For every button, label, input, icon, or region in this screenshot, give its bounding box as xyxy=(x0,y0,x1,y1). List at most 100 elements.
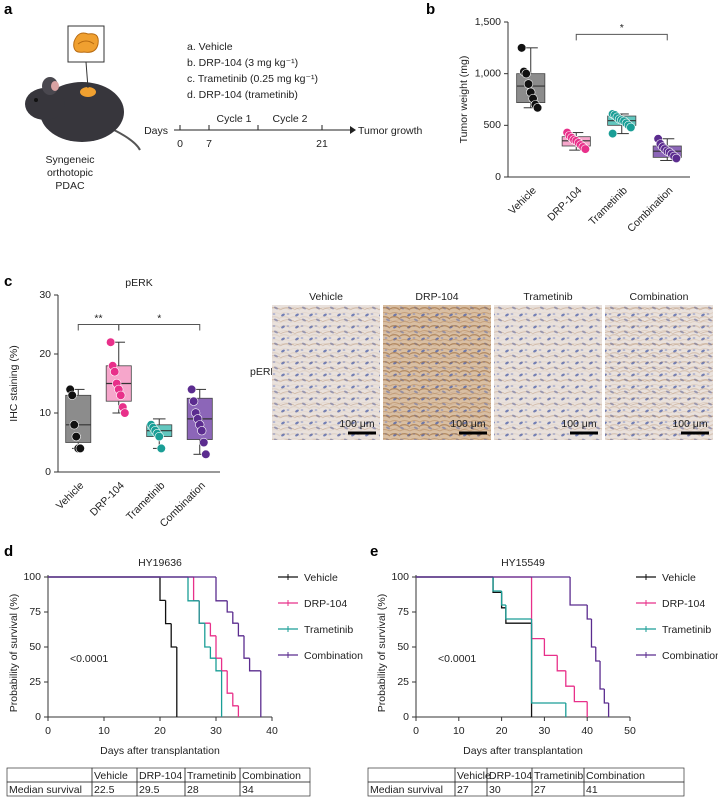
table-cell xyxy=(6,767,93,783)
significance-label: * xyxy=(620,22,624,34)
ihc-image-stain xyxy=(383,305,491,440)
legend-label: Trametinib xyxy=(662,624,711,636)
table-header: Combination xyxy=(586,770,645,782)
table-cell-text: Median survival xyxy=(9,784,82,796)
legend-label: Trametinib xyxy=(304,624,353,636)
treatment-label: b. DRP-104 (3 mg kg⁻¹) xyxy=(187,57,298,69)
model-label: orthotopic xyxy=(47,167,93,179)
data-point xyxy=(201,449,211,459)
timeline-endpoint: Tumor growth xyxy=(358,125,423,137)
data-point xyxy=(116,390,126,400)
ihc-column-label: Trametinib xyxy=(523,291,572,303)
treatment-label: c. Trametinib (0.25 mg kg⁻¹) xyxy=(187,73,318,85)
y-tick-label: 25 xyxy=(29,676,41,688)
survival-step xyxy=(226,600,233,613)
table-cell-text: 29.5 xyxy=(139,784,160,796)
data-point xyxy=(189,396,199,406)
survival-step xyxy=(192,577,200,602)
table-cell xyxy=(367,767,456,783)
survival-step xyxy=(556,655,566,672)
y-tick-label: 25 xyxy=(397,676,409,688)
survival-step xyxy=(590,619,596,648)
data-point xyxy=(71,432,81,442)
table-header: Vehicle xyxy=(457,770,491,782)
data-point xyxy=(197,426,207,436)
y-tick-label: 10 xyxy=(39,407,51,419)
table-header: DRP-104 xyxy=(139,770,182,782)
scale-bar-label: 100 μm xyxy=(561,418,596,430)
y-tick-label: 75 xyxy=(29,606,41,618)
survival-step xyxy=(209,647,216,659)
table-cell-text: 28 xyxy=(187,784,199,796)
y-tick-label: 50 xyxy=(397,641,409,653)
legend-label: Combination xyxy=(662,650,718,662)
treatment-label: d. DRP-104 (trametinib) xyxy=(187,89,298,101)
y-tick-label: 0 xyxy=(403,711,409,723)
table-cell xyxy=(583,781,685,797)
survival-step xyxy=(595,647,601,662)
x-tick-label: Trametinib xyxy=(124,479,167,522)
y-tick-label: 50 xyxy=(29,641,41,653)
y-axis-label: Probability of survival (%) xyxy=(8,594,20,712)
y-tick-label: 100 xyxy=(23,571,41,583)
y-tick-label: 0 xyxy=(495,171,501,183)
survival-step xyxy=(530,619,566,704)
survival-step xyxy=(209,623,216,637)
ihc-column-label: Vehicle xyxy=(309,291,343,303)
table-header: Vehicle xyxy=(94,770,128,782)
data-point xyxy=(67,390,77,400)
survival-step xyxy=(204,623,211,648)
survival-step xyxy=(573,686,588,703)
x-tick-label: 20 xyxy=(154,725,166,737)
significance-bracket xyxy=(575,33,668,41)
table-cell-text: 27 xyxy=(457,784,469,796)
timeline xyxy=(174,125,356,134)
x-tick-label: 30 xyxy=(539,725,551,737)
ihc-image-stain xyxy=(605,305,713,440)
survival-step xyxy=(599,661,605,690)
x-tick-label: 10 xyxy=(98,725,110,737)
treatment-label: a. Vehicle xyxy=(187,41,233,53)
y-axis-label: IHC staining (%) xyxy=(8,345,20,421)
ihc-row-label: pERK xyxy=(250,366,277,378)
cycle-label: Cycle 1 xyxy=(216,113,251,125)
data-point xyxy=(154,432,164,442)
table-header: Combination xyxy=(242,770,301,782)
ihc-image-stain xyxy=(272,305,380,440)
data-point xyxy=(521,69,531,79)
y-axis-label: Probability of survival (%) xyxy=(376,594,388,712)
significance-bracket xyxy=(118,324,201,331)
panel-label: b xyxy=(426,1,435,18)
data-point xyxy=(626,122,636,132)
timeline-tick: 0 xyxy=(177,138,183,150)
table-cell-text: 27 xyxy=(534,784,546,796)
ihc-column-label: DRP-104 xyxy=(415,291,458,303)
y-axis-label: Tumor weight (mg) xyxy=(458,56,470,144)
significance-label: ** xyxy=(94,312,102,324)
panel-label: e xyxy=(370,543,378,560)
table-cell-text: Median survival xyxy=(370,784,443,796)
survival-step xyxy=(586,605,592,620)
survival-step xyxy=(159,577,166,602)
survival-step xyxy=(500,591,506,606)
legend-label: Combination xyxy=(304,650,363,662)
survival-step xyxy=(220,658,228,672)
chart-title: HY15549 xyxy=(501,557,545,569)
x-tick-label: Combination xyxy=(625,184,675,234)
data-point xyxy=(69,420,79,430)
y-tick-label: 75 xyxy=(397,606,409,618)
survival-step xyxy=(198,600,211,624)
y-tick-label: 100 xyxy=(391,571,409,583)
x-tick-label: 20 xyxy=(496,725,508,737)
survival-step xyxy=(505,605,532,620)
data-point xyxy=(523,79,534,89)
y-tick-label: 20 xyxy=(39,348,51,360)
timeline-axis-label: Days xyxy=(144,125,168,137)
y-tick-label: 1,000 xyxy=(475,67,501,79)
x-tick-label: DRP-104 xyxy=(88,479,127,518)
data-point xyxy=(187,384,197,395)
model-label: Syngeneic xyxy=(45,154,94,166)
chart-title: HY19636 xyxy=(138,557,182,569)
survival-step xyxy=(243,635,250,659)
